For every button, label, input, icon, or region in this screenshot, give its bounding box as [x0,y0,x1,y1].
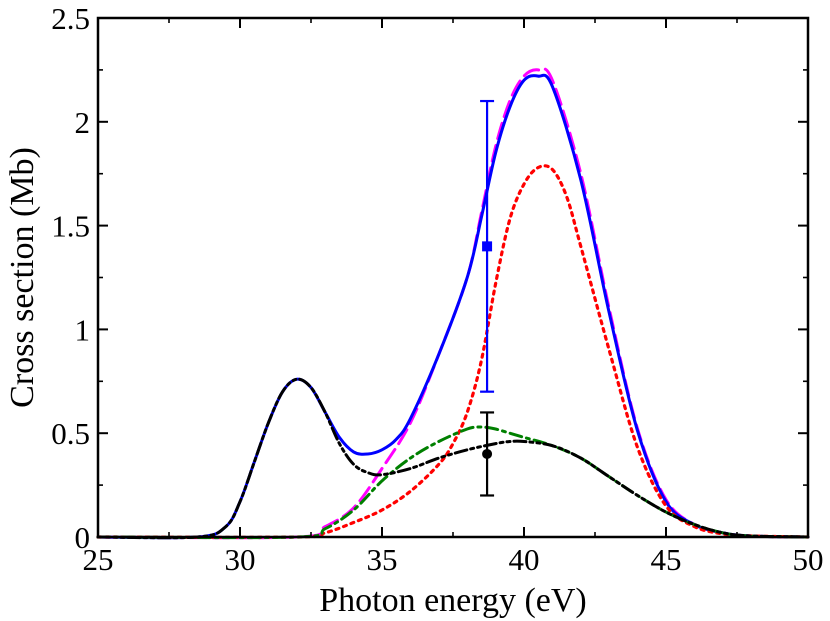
error-bar-0 [480,99,495,393]
data-point-square [482,241,493,252]
x-tick-label: 40 [509,542,540,577]
data-point-circle [482,448,493,459]
x-tick-label: 50 [793,542,824,577]
y-tick-label: 2.5 [51,1,90,36]
series-line-2 [96,164,810,539]
y-tick-label: 0 [75,520,91,555]
x-axis-label: Photon energy (eV) [319,582,587,619]
x-tick-label: 45 [651,542,682,577]
series-line-4 [96,377,810,540]
y-tick-label: 1 [75,312,91,347]
series-layer [96,67,810,540]
y-tick-label: 0.5 [51,416,90,451]
x-tick-label: 30 [225,542,256,577]
x-tick-label: 35 [367,542,398,577]
x-tick-label: 25 [83,542,114,577]
series-line-0 [96,67,810,540]
y-tick-label: 1.5 [51,209,90,244]
plot-frame [96,16,810,539]
error-bar-1 [480,411,495,497]
tick-layer: 25 30 35 40 45 50 0 0.5 1 1.5 2 2.5 [51,1,823,577]
y-axis-label: Cross section (Mb) [4,147,41,408]
error-bar-layer [480,99,495,497]
y-tick-label: 2 [75,105,91,140]
series-line-1 [96,73,810,540]
